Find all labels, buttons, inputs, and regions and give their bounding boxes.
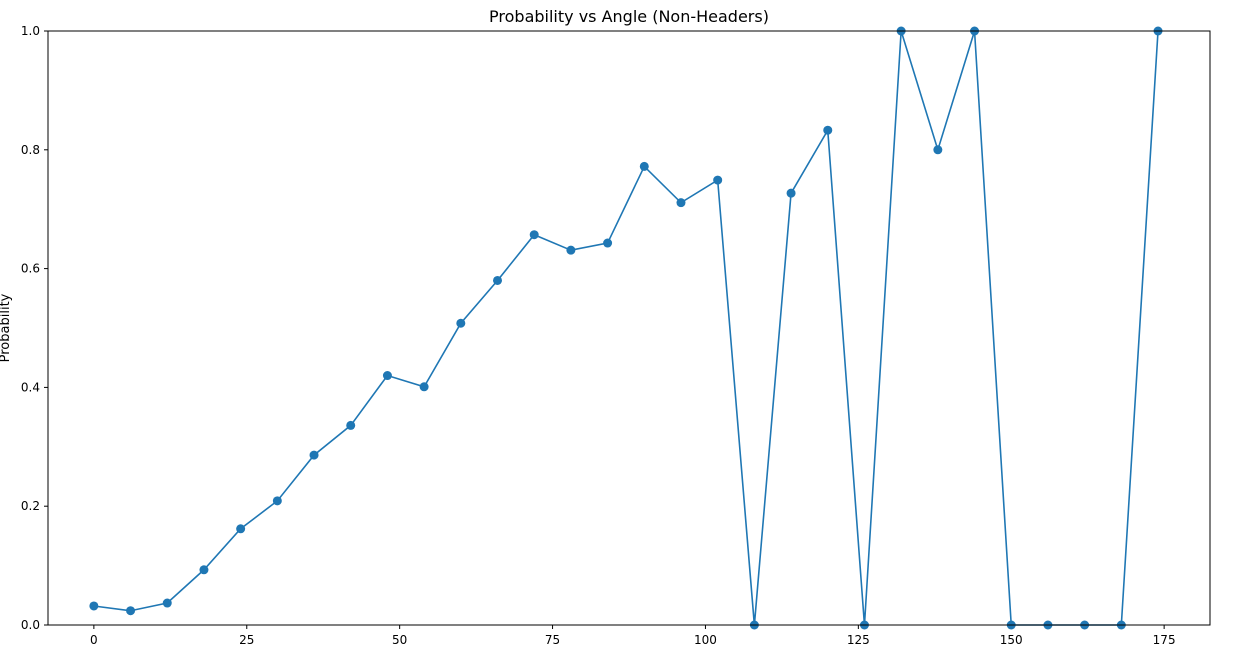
- data-point: [309, 450, 319, 460]
- data-point: [419, 382, 429, 392]
- y-tick-label: 0.6: [21, 262, 40, 276]
- x-tick-label: 100: [694, 633, 717, 647]
- x-tick-label: 175: [1153, 633, 1176, 647]
- data-point: [713, 175, 723, 185]
- data-point: [456, 318, 466, 328]
- chart-title: Probability vs Angle (Non-Headers): [489, 7, 769, 26]
- data-point: [529, 230, 539, 240]
- data-point: [236, 524, 246, 534]
- y-tick-label: 0.8: [21, 143, 40, 157]
- y-tick-label: 0.2: [21, 499, 40, 513]
- data-point: [162, 598, 172, 608]
- x-tick-label: 75: [545, 633, 560, 647]
- x-tick-label: 125: [847, 633, 870, 647]
- plot-frame: [47, 30, 1211, 626]
- y-axis-label: Probability: [0, 293, 13, 362]
- x-tick-label: 0: [90, 633, 98, 647]
- data-point: [823, 125, 833, 135]
- x-tick-label: 50: [392, 633, 407, 647]
- series-line: [93, 30, 1159, 626]
- data-point: [933, 145, 943, 155]
- data-point: [199, 565, 209, 575]
- data-point: [382, 371, 392, 381]
- y-tick-label: 1.0: [21, 24, 40, 38]
- data-point: [89, 601, 99, 611]
- data-point: [272, 496, 282, 506]
- data-point: [676, 198, 686, 208]
- data-point: [493, 275, 503, 285]
- data-point: [603, 238, 613, 248]
- x-tick-label: 25: [239, 633, 254, 647]
- y-tick-label: 0.0: [21, 618, 40, 632]
- y-tick-label: 0.4: [21, 380, 40, 394]
- data-point: [346, 420, 356, 430]
- x-tick-label: 150: [1000, 633, 1023, 647]
- data-point: [786, 188, 796, 198]
- data-point: [566, 245, 576, 255]
- axis-ticks: 0 25 50 75 100 125 150 175 0.0 0.2 0.4 0.6 0.8 1.0: [21, 24, 1176, 647]
- data-point: [639, 161, 649, 171]
- data-point: [126, 606, 136, 616]
- series-group: [89, 26, 1163, 630]
